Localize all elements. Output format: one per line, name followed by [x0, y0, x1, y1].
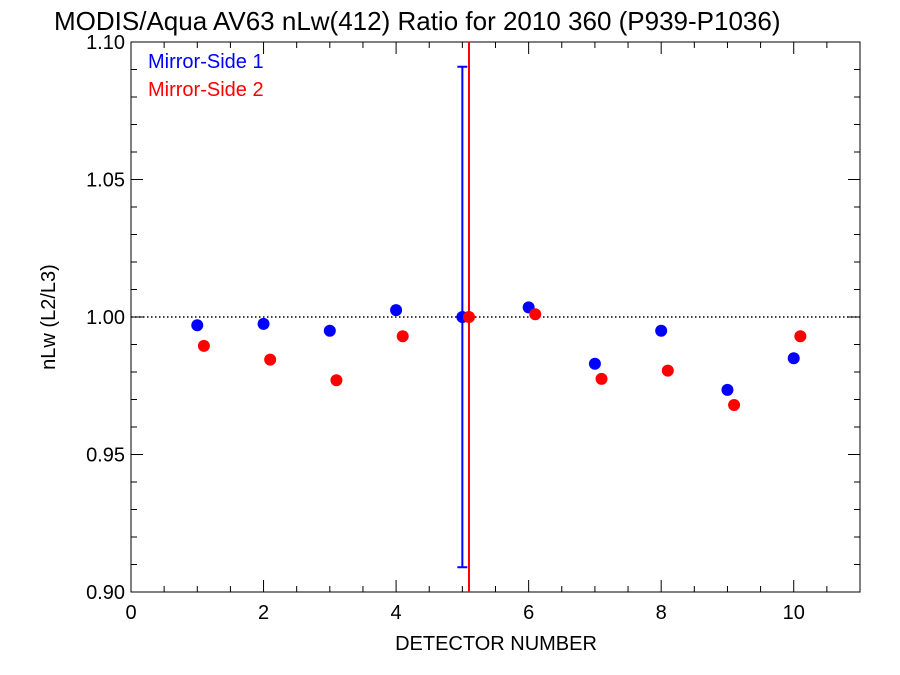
- y-tick-label: 1.00: [86, 307, 125, 329]
- y-tick-label: 1.05: [86, 170, 125, 192]
- point-mirror-side-1: [588, 357, 601, 370]
- point-mirror-side-2: [794, 330, 807, 343]
- point-mirror-side-2: [197, 339, 210, 352]
- point-mirror-side-1: [721, 383, 734, 396]
- y-tick-label: 0.95: [86, 445, 125, 467]
- y-tick-label: 1.10: [86, 32, 125, 54]
- y-tick-label: 0.90: [86, 582, 125, 604]
- point-mirror-side-1: [787, 352, 800, 365]
- x-tick-label: 0: [125, 602, 136, 624]
- point-mirror-side-2: [264, 353, 277, 366]
- point-mirror-side-1: [390, 304, 403, 317]
- point-mirror-side-2: [462, 311, 475, 323]
- data-points: [191, 301, 807, 411]
- point-mirror-side-2: [330, 374, 343, 387]
- x-tick-label: 4: [391, 602, 402, 624]
- point-mirror-side-2: [728, 399, 741, 411]
- point-mirror-side-2: [595, 372, 608, 385]
- point-mirror-side-2: [396, 330, 409, 343]
- point-mirror-side-2: [661, 364, 674, 377]
- axis-ticks: [130, 41, 861, 593]
- point-mirror-side-2: [529, 308, 542, 321]
- y-tick-labels: 0.90 0.95 1.00 1.05 1.10: [86, 32, 125, 604]
- legend-mirror-side-2: Mirror-Side 2: [148, 79, 264, 101]
- y-axis-label: nLw (L2/L3): [38, 264, 60, 370]
- legend-mirror-side-1: Mirror-Side 1: [148, 51, 264, 73]
- x-tick-label: 8: [656, 602, 667, 624]
- point-mirror-side-1: [191, 319, 204, 332]
- x-tick-label: 2: [258, 602, 269, 624]
- point-mirror-side-1: [257, 317, 270, 330]
- x-tick-label: 10: [783, 602, 805, 624]
- x-axis-label: DETECTOR NUMBER: [395, 633, 597, 655]
- x-tick-labels: 0 2 4 6 8 10: [125, 602, 804, 624]
- chart-title: MODIS/Aqua AV63 nLw(412) Ratio for 2010 …: [54, 6, 781, 36]
- point-mirror-side-1: [655, 324, 668, 337]
- x-tick-label: 6: [523, 602, 534, 624]
- point-mirror-side-1: [323, 324, 336, 337]
